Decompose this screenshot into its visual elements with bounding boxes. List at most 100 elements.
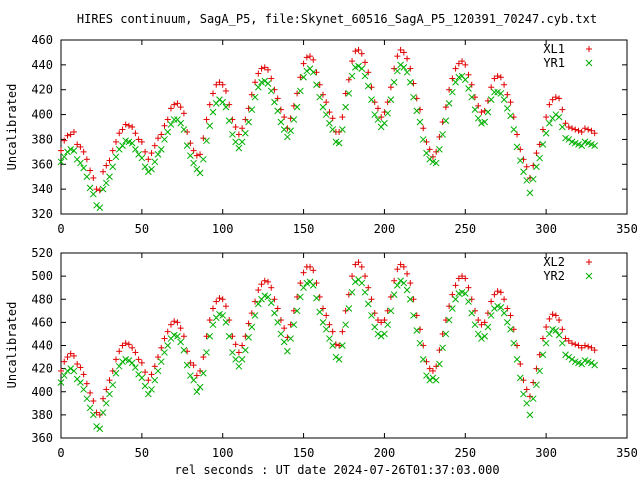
data-point-YR1: [99, 185, 107, 193]
bottom-x-tick-label: 350: [616, 446, 638, 460]
bottom-y-tick-label: 360: [31, 431, 53, 445]
data-point-YR1: [64, 148, 71, 156]
data-point-YR1: [199, 155, 207, 163]
data-point-XL1: [70, 128, 77, 135]
data-point-XL1: [384, 99, 391, 106]
bottom-y-tick-label: 480: [31, 292, 53, 306]
data-point-YR1: [280, 126, 288, 133]
data-point-YR2: [552, 327, 560, 334]
top-data-points: [57, 46, 599, 212]
bottom-panel: Uncalibrated 0 50 100 150 200 250 300 350 360 380…: [5, 246, 638, 460]
data-point-XL2: [245, 320, 252, 327]
data-point-XL1: [374, 105, 381, 112]
data-point-XL2: [520, 377, 527, 384]
data-point-YR2: [516, 374, 524, 382]
top-y-tick-label: 380: [31, 132, 53, 146]
data-point-XL2: [61, 358, 68, 365]
data-point-YR1: [484, 108, 492, 116]
data-point-XL1: [226, 101, 233, 108]
data-point-XL1: [488, 84, 495, 91]
data-point-XL1: [578, 128, 585, 135]
data-point-XL1: [193, 152, 200, 159]
data-point-XL1: [100, 168, 107, 175]
data-point-YR2: [313, 294, 320, 302]
data-point-XL2: [429, 367, 436, 374]
data-point-XL2: [407, 280, 414, 287]
data-point-YR2: [96, 425, 104, 433]
bottom-y-tick-label: 500: [31, 269, 53, 283]
data-point-XL2: [171, 318, 178, 325]
data-point-YR2: [390, 291, 398, 298]
data-point-YR2: [351, 278, 359, 286]
data-point-XL2: [174, 319, 181, 326]
legend-label-XL1: XL1: [543, 42, 565, 56]
data-point-XL2: [300, 269, 307, 276]
data-point-XL1: [543, 114, 550, 121]
data-point-XL2: [307, 263, 314, 270]
data-point-YR2: [448, 305, 456, 312]
data-point-YR1: [507, 112, 514, 120]
data-point-YR2: [119, 358, 126, 366]
data-point-YR2: [588, 359, 595, 367]
data-point-YR1: [251, 93, 259, 101]
data-point-XL1: [426, 146, 433, 153]
data-point-YR2: [429, 374, 437, 382]
data-point-YR2: [180, 346, 188, 354]
data-point-YR1: [513, 143, 521, 151]
data-point-YR2: [112, 369, 120, 377]
data-point-YR2: [397, 277, 404, 285]
data-point-YR2: [445, 316, 453, 324]
data-point-XL1: [210, 90, 217, 97]
data-point-XL1: [581, 125, 588, 132]
data-point-XL2: [362, 273, 369, 280]
data-point-YR2: [377, 332, 385, 340]
data-point-YR1: [558, 123, 566, 131]
data-point-XL1: [517, 146, 524, 153]
data-point-XL2: [517, 361, 524, 367]
data-point-XL2: [491, 291, 498, 298]
data-point-XL1: [125, 122, 132, 129]
data-point-XL2: [510, 326, 517, 333]
data-point-YR2: [154, 367, 162, 375]
data-point-XL1: [494, 73, 501, 80]
data-point-YR2: [529, 395, 537, 403]
data-point-XL1: [585, 126, 592, 133]
data-point-YR1: [465, 85, 472, 92]
data-point-XL1: [572, 126, 579, 133]
data-point-YR2: [507, 325, 514, 333]
bottom-y-tick-label: 440: [31, 339, 53, 353]
data-point-XL1: [326, 109, 333, 116]
data-point-YR1: [277, 118, 285, 126]
data-point-XL2: [258, 281, 265, 288]
data-point-YR1: [487, 96, 495, 104]
data-point-YR2: [229, 349, 236, 356]
data-point-YR2: [342, 321, 349, 329]
data-point-YR1: [329, 126, 337, 133]
data-point-YR1: [261, 77, 269, 85]
data-point-YR2: [225, 332, 233, 340]
data-point-XL2: [501, 296, 508, 303]
data-point-XL2: [229, 333, 236, 340]
data-point-YR2: [106, 390, 113, 398]
data-point-YR2: [277, 330, 285, 338]
data-point-XL1: [61, 137, 68, 144]
data-point-YR2: [523, 399, 531, 407]
data-point-XL1: [77, 143, 84, 150]
data-point-YR2: [491, 305, 498, 312]
data-point-XL1: [552, 94, 559, 101]
data-point-XL1: [556, 95, 563, 102]
data-point-XL1: [310, 56, 317, 63]
data-point-YR1: [180, 126, 188, 133]
data-point-XL1: [436, 133, 443, 140]
data-point-YR2: [284, 347, 291, 355]
data-point-YR2: [93, 423, 100, 430]
data-point-YR1: [542, 129, 550, 137]
data-point-YR2: [416, 339, 424, 347]
bottom-plot-frame: [60, 252, 628, 439]
data-point-XL2: [271, 296, 278, 303]
data-point-YR1: [309, 68, 317, 76]
data-point-XL2: [142, 369, 149, 376]
data-point-XL2: [248, 310, 255, 317]
data-point-XL1: [313, 69, 320, 76]
data-point-XL1: [546, 101, 553, 108]
